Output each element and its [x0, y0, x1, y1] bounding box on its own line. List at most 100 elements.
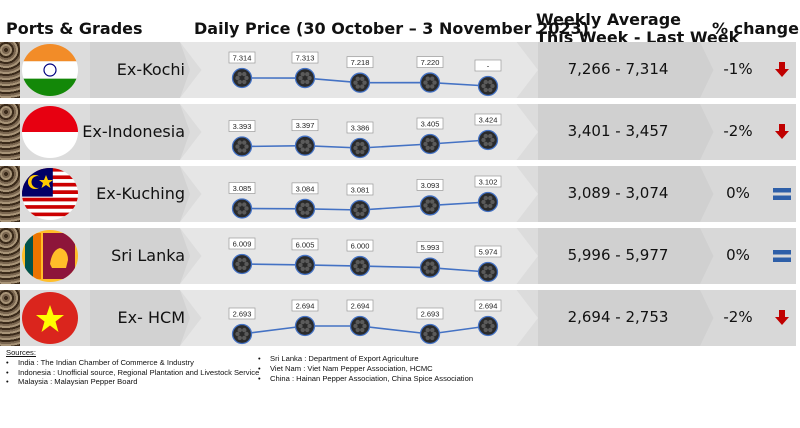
svg-text:2.694: 2.694 — [296, 302, 315, 311]
svg-text:2.693: 2.693 — [421, 310, 440, 319]
data-point — [419, 195, 441, 216]
svg-text:7.314: 7.314 — [233, 54, 252, 63]
sources-title: Sources: — [6, 348, 36, 357]
source-item-right-0: Sri Lanka : Department of Export Agricul… — [258, 354, 473, 364]
down-arrow-icon — [772, 122, 792, 142]
data-label: 3.424 — [474, 113, 502, 126]
svg-text:5.993: 5.993 — [421, 243, 440, 252]
change-value: 0% — [726, 184, 750, 202]
sparkline-india: 7.314 7.313 7.218 7.220 - — [228, 51, 502, 97]
weekly-average-value: 5,996 - 5,977 — [567, 246, 669, 264]
svg-text:2.693: 2.693 — [233, 310, 252, 319]
data-label: 3.084 — [291, 182, 319, 195]
source-item-right-1: Viet Nam : Viet Nam Pepper Association, … — [258, 364, 473, 374]
sri-lanka-flag-icon — [22, 230, 78, 282]
source-item-left-1: Indonesia : Unofficial source, Regional … — [6, 368, 259, 378]
source-item-left-2: Malaysia : Malaysian Pepper Board — [6, 377, 259, 387]
pepper-texture — [0, 228, 20, 284]
name-cell — [90, 228, 190, 284]
data-label: 5.974 — [474, 245, 502, 258]
sources-right-list: Sri Lanka : Department of Export Agricul… — [258, 354, 473, 383]
sparkline-vietnam: 2.693 2.694 2.694 2.693 2.694 — [228, 299, 502, 345]
data-label: 3.386 — [346, 121, 374, 134]
data-point — [294, 198, 316, 220]
port-name: Ex-Kuching — [96, 184, 185, 203]
data-point — [349, 72, 371, 93]
svg-text:3.084: 3.084 — [296, 184, 315, 193]
weekly-average-cell — [538, 42, 714, 98]
data-label: 2.694 — [291, 299, 319, 312]
data-label: 2.693 — [416, 307, 444, 320]
data-label: 3.393 — [228, 120, 256, 132]
svg-text:6.009: 6.009 — [233, 240, 252, 249]
weekly-average-value: 3,401 - 3,457 — [567, 122, 669, 140]
malaysia-flag-icon — [22, 168, 78, 220]
svg-text:6.000: 6.000 — [351, 242, 370, 251]
pepper-texture — [0, 42, 20, 98]
data-label: 2.693 — [228, 307, 256, 320]
data-point — [349, 255, 371, 277]
sources-left: Sources: India : The Indian Chamber of C… — [6, 348, 259, 387]
row-vietnam: Ex- HCM 2.693 2.694 2.694 2.693 2.694 2,694 - … — [0, 290, 800, 346]
port-name: Ex-Indonesia — [82, 122, 185, 141]
ports-header: Ports & Grades — [6, 19, 143, 38]
data-label: 3.093 — [416, 179, 444, 191]
row-sri-lanka: Sri Lanka 6.009 6.005 6.000 5.993 5.974 5,996 … — [0, 228, 800, 284]
svg-text:2.694: 2.694 — [479, 302, 498, 311]
data-label: 7.313 — [291, 51, 319, 64]
data-point — [349, 315, 371, 337]
india-flag-icon — [22, 44, 78, 96]
data-point — [477, 129, 499, 151]
svg-text:3.081: 3.081 — [351, 186, 370, 195]
svg-text:7.220: 7.220 — [421, 58, 440, 67]
row-indonesia: Ex-Indonesia 3.393 3.397 3.386 3.405 3.424 3,4… — [0, 104, 800, 160]
data-point — [231, 323, 253, 345]
weekly-average-value: 2,694 - 2,753 — [567, 308, 669, 326]
name-cell — [90, 166, 190, 222]
vietnam-flag-icon — [22, 292, 78, 344]
svg-text:3.424: 3.424 — [479, 116, 498, 125]
svg-text:3.102: 3.102 — [479, 178, 498, 187]
data-point — [349, 137, 371, 159]
port-name: Ex-Kochi — [116, 60, 185, 79]
data-label: 3.102 — [474, 175, 502, 188]
sources-right: Sri Lanka : Department of Export Agricul… — [258, 354, 473, 383]
weekly-average-cell — [538, 228, 714, 284]
data-point — [231, 253, 253, 275]
pepper-texture — [0, 166, 20, 222]
data-label: 3.081 — [346, 183, 374, 196]
port-name: Ex- HCM — [117, 308, 185, 327]
data-label: 3.405 — [416, 117, 444, 130]
svg-text:6.005: 6.005 — [296, 240, 315, 249]
data-point — [231, 136, 253, 157]
data-label: 5.993 — [416, 241, 444, 254]
port-name: Sri Lanka — [111, 246, 185, 265]
data-point — [419, 72, 441, 93]
svg-text:2.694: 2.694 — [351, 302, 370, 311]
svg-text:3.085: 3.085 — [233, 184, 252, 193]
data-point — [294, 254, 316, 276]
name-cell — [90, 290, 190, 346]
data-label: 7.218 — [346, 56, 374, 69]
sparkline-sri-lanka: 6.009 6.005 6.000 5.993 5.974 — [228, 237, 502, 283]
data-point — [419, 323, 441, 345]
data-point — [231, 198, 253, 219]
svg-text:3.093: 3.093 — [421, 181, 440, 190]
svg-text:3.386: 3.386 — [351, 124, 370, 133]
sparkline-indonesia: 3.393 3.397 3.386 3.405 3.424 — [228, 113, 502, 159]
svg-text:3.405: 3.405 — [421, 120, 440, 129]
indonesia-flag-icon — [22, 106, 78, 158]
data-label: 7.220 — [416, 56, 444, 68]
row-malaysia: Ex-Kuching 3.085 3.084 3.081 3.093 3.102 3,089… — [0, 166, 800, 222]
weekly-average-cell — [538, 290, 714, 346]
svg-text:7.218: 7.218 — [351, 58, 370, 67]
name-cell — [90, 104, 190, 160]
data-point — [419, 133, 441, 155]
data-label: 6.009 — [228, 237, 256, 250]
data-point — [477, 315, 499, 337]
data-point — [477, 75, 499, 97]
data-point — [477, 261, 499, 283]
change-value: 0% — [726, 246, 750, 264]
data-point — [419, 257, 441, 278]
daily-price-header: Daily Price (30 October – 3 November 202… — [194, 19, 589, 38]
